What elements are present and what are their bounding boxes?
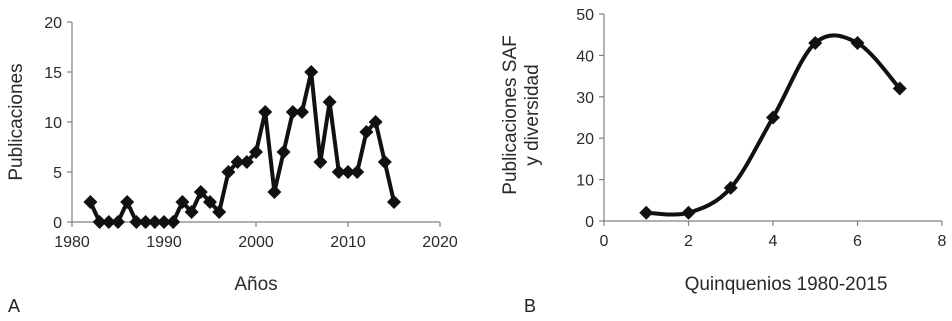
chart-publicaciones-por-quinquenio: 0 10 20 30 40 50 0 2 4 6 8 Quinquenios 1980-2015 Pub…	[476, 0, 952, 321]
y-axis-title: Publicaciones SAFy diversidad	[500, 35, 543, 194]
panel-label-b: B	[524, 296, 536, 317]
y-tick-label: 50	[576, 7, 594, 24]
data-point-marker	[378, 155, 392, 169]
data-point-marker	[304, 65, 318, 79]
data-point-marker	[323, 95, 337, 109]
series-line	[646, 35, 900, 214]
y-axis-title: Publicaciones	[6, 63, 27, 180]
x-tick-label: 2010	[330, 234, 366, 251]
data-point-marker	[313, 155, 327, 169]
y-tick-label: 20	[576, 131, 594, 148]
x-axis-title: Años	[234, 274, 277, 295]
data-point-marker	[277, 145, 291, 159]
data-point-marker	[111, 215, 125, 229]
y-tick-label: 5	[53, 165, 62, 182]
data-point-marker	[350, 165, 364, 179]
data-point-marker	[267, 185, 281, 199]
data-point-marker	[682, 206, 696, 220]
x-tick-label: 0	[600, 233, 609, 250]
panel-label-a: A	[8, 296, 20, 317]
x-tick-label: 1980	[54, 234, 90, 251]
data-point-marker	[295, 105, 309, 119]
y-tick-label: 0	[53, 215, 62, 232]
x-tick-label: 2000	[238, 234, 274, 251]
series-line	[90, 72, 394, 222]
x-tick-label: 8	[938, 233, 947, 250]
x-tick-label: 2	[684, 233, 693, 250]
data-point-marker	[83, 195, 97, 209]
data-point-marker	[166, 215, 180, 229]
y-tick-label: 0	[585, 214, 594, 231]
y-tick-label: 30	[576, 90, 594, 107]
x-tick-label: 4	[769, 233, 778, 250]
x-axis-title: Quinquenios 1980-2015	[685, 274, 888, 295]
x-tick-label: 6	[853, 233, 862, 250]
data-point-marker	[258, 105, 272, 119]
x-tick-label: 2020	[422, 234, 458, 251]
data-point-marker	[387, 195, 401, 209]
x-tick-label: 1990	[146, 234, 182, 251]
y-tick-label: 10	[44, 115, 62, 132]
y-tick-label: 20	[44, 15, 62, 32]
data-point-marker	[120, 195, 134, 209]
chart-publicaciones-por-anio: 0 5 10 15 20 1980 1990 2000 2010 2020 Años Publicac…	[0, 0, 476, 321]
y-axis-title-line: y diversidad	[522, 64, 543, 165]
y-tick-label: 40	[576, 48, 594, 65]
data-point-marker	[639, 206, 653, 220]
y-tick-label: 10	[576, 173, 594, 190]
y-axis-title-line: Publicaciones SAF	[500, 35, 521, 194]
y-tick-label: 15	[44, 65, 62, 82]
